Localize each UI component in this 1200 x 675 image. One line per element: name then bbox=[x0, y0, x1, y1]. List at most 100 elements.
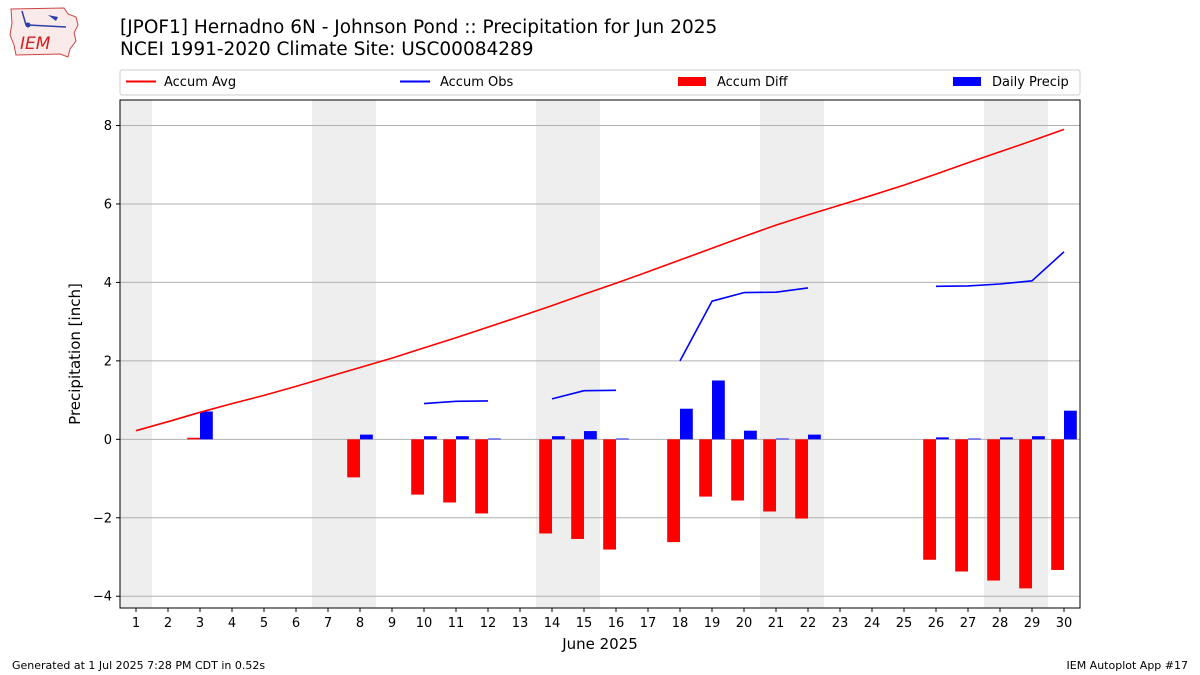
bar-accum-diff bbox=[667, 439, 680, 543]
iowa-outline bbox=[9, 7, 79, 58]
y-tick-label: −2 bbox=[93, 511, 112, 526]
x-tick-label: 8 bbox=[356, 616, 364, 631]
legend: Accum Avg Accum Obs Accum Diff Daily Precip bbox=[119, 69, 1081, 96]
bar-accum-diff bbox=[539, 439, 552, 534]
bar-daily-precip bbox=[360, 434, 373, 440]
bar-accum-diff bbox=[955, 439, 968, 572]
bar-accum-diff bbox=[795, 439, 808, 519]
x-tick-label: 7 bbox=[324, 616, 332, 631]
y-gridlines bbox=[120, 124, 1080, 597]
x-tick-label: 9 bbox=[388, 616, 396, 631]
bar-daily-precip bbox=[968, 438, 981, 440]
bar-accum-diff bbox=[1051, 439, 1064, 570]
legend-swatch-accum-diff bbox=[678, 77, 706, 86]
line-accum-avg bbox=[135, 128, 1065, 432]
x-tick-label: 14 bbox=[544, 616, 561, 631]
y-axis-label: Precipitation [inch] bbox=[66, 283, 84, 425]
bar-accum-diff bbox=[603, 439, 616, 550]
x-tick-label: 30 bbox=[1056, 616, 1073, 631]
x-tick-label: 3 bbox=[196, 616, 204, 631]
bar-daily-precip bbox=[680, 408, 693, 440]
bar-daily-precip bbox=[584, 431, 597, 440]
x-axis-label: June 2025 bbox=[561, 635, 638, 653]
x-tick-label: 22 bbox=[800, 616, 817, 631]
x-tick-label: 12 bbox=[480, 616, 497, 631]
y-axis-ticks: −4 −2 0 2 4 6 8 bbox=[93, 119, 120, 605]
line-accum-obs bbox=[423, 251, 1065, 405]
legend-label-accum-diff: Accum Diff bbox=[717, 75, 789, 90]
x-tick-label: 17 bbox=[640, 616, 657, 631]
bar-daily-precip bbox=[616, 438, 629, 440]
bar-daily-precip bbox=[712, 380, 725, 440]
bar-accum-diff bbox=[731, 439, 744, 501]
bar-accum-diff bbox=[347, 439, 360, 478]
weather-station-arm-icon bbox=[27, 24, 67, 28]
x-tick-label: 19 bbox=[704, 616, 721, 631]
legend-label-accum-obs: Accum Obs bbox=[440, 75, 513, 90]
weekend-band bbox=[760, 100, 824, 608]
bar-daily-precip bbox=[424, 436, 437, 440]
bar-daily-precip bbox=[744, 430, 757, 440]
chart-title: [JPOF1] Hernadno 6N - Johnson Pond :: Pr… bbox=[120, 17, 718, 38]
x-tick-label: 29 bbox=[1024, 616, 1041, 631]
bar-daily-precip bbox=[552, 436, 565, 440]
chart-subtitle: NCEI 1991-2020 Climate Site: USC00084289 bbox=[120, 39, 534, 60]
bar-accum-diff bbox=[699, 439, 712, 497]
bar-accum-diff bbox=[475, 439, 488, 514]
bar-daily-precip bbox=[1032, 436, 1045, 440]
x-tick-label: 6 bbox=[292, 616, 300, 631]
x-axis-ticks: 1 2 3 4 5 6 7 8 9 10 11 12 13 14 15 16 17 18 19 20 21 22 23 24 2… bbox=[132, 608, 1072, 631]
y-tick-label: −4 bbox=[93, 590, 112, 605]
bar-accum-diff bbox=[763, 439, 776, 512]
wind-vane-icon bbox=[48, 15, 58, 21]
bar-daily-precip bbox=[1064, 410, 1077, 440]
bar-daily-precip bbox=[200, 411, 213, 440]
y-tick-label: 0 bbox=[104, 433, 112, 448]
legend-box bbox=[119, 69, 1081, 96]
bar-daily-precip bbox=[456, 436, 469, 440]
bar-daily-precip bbox=[808, 434, 821, 440]
x-tick-label: 18 bbox=[672, 616, 689, 631]
y-tick-label: 8 bbox=[104, 119, 112, 134]
bar-accum-diff bbox=[411, 439, 424, 495]
y-tick-label: 2 bbox=[104, 354, 112, 369]
x-tick-label: 15 bbox=[576, 616, 593, 631]
x-tick-label: 13 bbox=[512, 616, 529, 631]
bar-daily-precip bbox=[936, 437, 949, 440]
bar-accum-diff bbox=[1019, 439, 1032, 589]
x-tick-label: 11 bbox=[448, 616, 465, 631]
bar-daily-precip bbox=[1000, 437, 1013, 440]
legend-label-daily-precip: Daily Precip bbox=[992, 75, 1069, 90]
bar-accum-diff bbox=[987, 439, 1000, 581]
bar-daily-precip bbox=[776, 438, 789, 440]
generated-timestamp: Generated at 1 Jul 2025 7:28 PM CDT in 0… bbox=[12, 659, 266, 672]
x-tick-label: 23 bbox=[832, 616, 849, 631]
x-tick-label: 26 bbox=[928, 616, 945, 631]
x-tick-label: 27 bbox=[960, 616, 977, 631]
x-tick-label: 10 bbox=[416, 616, 433, 631]
x-tick-label: 28 bbox=[992, 616, 1009, 631]
x-tick-label: 21 bbox=[768, 616, 785, 631]
logo-text: IEM bbox=[20, 34, 51, 54]
weekend-band bbox=[312, 100, 376, 608]
x-tick-label: 16 bbox=[608, 616, 625, 631]
legend-swatch-daily-precip bbox=[953, 77, 981, 86]
y-tick-label: 6 bbox=[104, 197, 112, 212]
plot-frame bbox=[119, 99, 1081, 609]
legend-label-accum-avg: Accum Avg bbox=[164, 75, 236, 90]
app-credit: IEM Autoplot App #17 bbox=[1066, 659, 1189, 672]
iem-logo: IEM bbox=[9, 7, 79, 58]
x-tick-label: 4 bbox=[228, 616, 236, 631]
x-tick-label: 20 bbox=[736, 616, 753, 631]
weather-station-mast-icon bbox=[21, 10, 27, 26]
bar-accum-diff bbox=[443, 439, 456, 503]
weekend-band bbox=[120, 100, 152, 608]
x-tick-label: 24 bbox=[864, 616, 881, 631]
x-tick-label: 2 bbox=[164, 616, 172, 631]
bar-accum-diff bbox=[187, 437, 200, 440]
line-marks bbox=[135, 128, 1065, 432]
x-tick-label: 25 bbox=[896, 616, 913, 631]
bar-accum-diff bbox=[923, 439, 936, 560]
x-tick-label: 5 bbox=[260, 616, 268, 631]
